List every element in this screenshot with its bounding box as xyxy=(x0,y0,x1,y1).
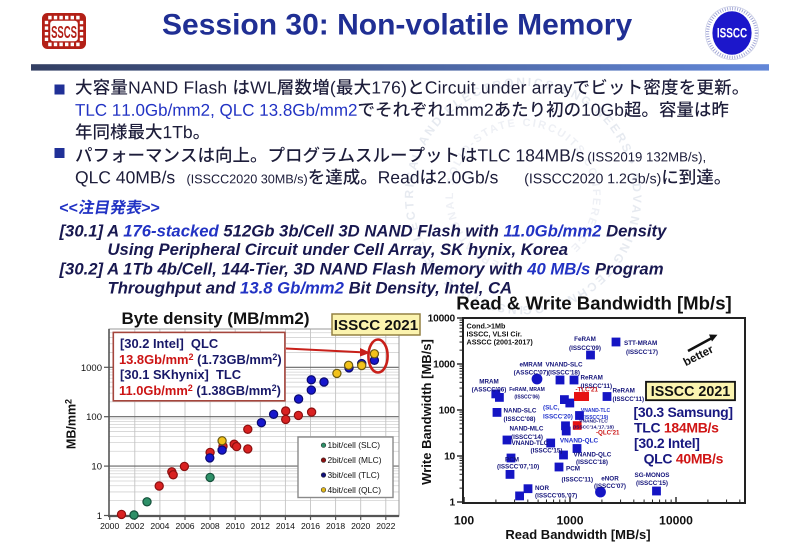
svg-text:(ISSCC'08): (ISSCC'08) xyxy=(504,416,536,423)
svg-text:1000: 1000 xyxy=(433,360,455,371)
svg-text:FeRAM, MRAM: FeRAM, MRAM xyxy=(509,387,545,393)
svg-text:NAND-SLC: NAND-SLC xyxy=(504,408,537,415)
svg-text:VNAND-SLC: VNAND-SLC xyxy=(545,362,583,369)
svg-text:Byte density (MB/mm2): Byte density (MB/mm2) xyxy=(122,309,310,328)
svg-text:Using Peripheral Circuit under: Using Peripheral Circuit under Cell Arra… xyxy=(108,240,569,259)
svg-text:[30.2] A 1Tb 4b/Cell, 144-Tier: [30.2] A 1Tb 4b/Cell, 144-Tier, 3D NAND … xyxy=(59,259,664,278)
svg-text:QLC 40MB/s: QLC 40MB/s xyxy=(644,450,724,466)
svg-text:ISSCC, VLSI Cir.: ISSCC, VLSI Cir. xyxy=(467,330,523,339)
svg-text:1: 1 xyxy=(450,498,456,509)
svg-text:MB/mm2: MB/mm2 xyxy=(64,399,79,449)
svg-text:(ISSCC'06): (ISSCC'06) xyxy=(514,395,540,401)
svg-text:2002: 2002 xyxy=(125,521,144,531)
svg-text:[30.2 Intel]: [30.2 Intel] xyxy=(634,435,700,451)
svg-text:(ISSCC'18): (ISSCC'18) xyxy=(576,459,608,466)
svg-text:Write Bandwidth [MB/s]: Write Bandwidth [MB/s] xyxy=(419,339,434,485)
svg-text:SG-MONOS: SG-MONOS xyxy=(635,472,670,479)
svg-text:10: 10 xyxy=(444,452,455,463)
svg-text:2008: 2008 xyxy=(201,521,220,531)
svg-text:100: 100 xyxy=(454,514,475,528)
svg-text:(ISSCC'18): (ISSCC'18) xyxy=(548,370,580,377)
svg-text:ISSCC'20): ISSCC'20) xyxy=(543,414,573,421)
svg-text:(ISSCC'07,'10): (ISSCC'07,'10) xyxy=(497,464,539,471)
svg-text:ISSCC: ISSCC xyxy=(717,25,748,41)
svg-text:10000: 10000 xyxy=(428,314,456,325)
svg-text:(ISSCC'05,'07): (ISSCC'05,'07) xyxy=(535,493,577,500)
svg-text:(ISSCC'15): (ISSCC'15) xyxy=(531,448,563,455)
svg-text:2010: 2010 xyxy=(226,521,245,531)
svg-text:VNAND-TLC: VNAND-TLC xyxy=(512,440,549,447)
svg-text:NOR: NOR xyxy=(535,485,549,492)
svg-text:2004: 2004 xyxy=(150,521,169,531)
svg-text:[30.3 Samsung]: [30.3 Samsung] xyxy=(634,404,733,420)
svg-text:STT-MRAM: STT-MRAM xyxy=(624,340,657,347)
svg-text:4bit/cell (QLC): 4bit/cell (QLC) xyxy=(328,485,382,495)
svg-text:(ISSCC'11): (ISSCC'11) xyxy=(613,396,645,403)
svg-text:2020: 2020 xyxy=(351,521,370,531)
svg-text:2016: 2016 xyxy=(301,521,320,531)
svg-text:ISSCC 2021: ISSCC 2021 xyxy=(651,384,731,400)
svg-text:1000: 1000 xyxy=(81,363,102,374)
svg-text:FeRAM: FeRAM xyxy=(574,336,596,343)
svg-text:[30.1] A 176-stacked 512Gb 3b/: [30.1] A 176-stacked 512Gb 3b/Cell 3D NA… xyxy=(59,221,668,240)
svg-text:Read & Write Bandwidth [Mb/s]: Read & Write Bandwidth [Mb/s] xyxy=(456,293,731,314)
svg-text:100: 100 xyxy=(439,406,456,417)
svg-text:10000: 10000 xyxy=(659,514,693,528)
svg-text:100: 100 xyxy=(86,412,102,423)
svg-text:-QLC'21: -QLC'21 xyxy=(596,430,620,437)
svg-text:NAND-MLC: NAND-MLC xyxy=(510,426,544,433)
svg-text:10: 10 xyxy=(91,462,102,473)
svg-text:ReRAM: ReRAM xyxy=(581,375,603,382)
svg-text:VNAND-QLC: VNAND-QLC xyxy=(574,452,612,459)
svg-text:2000: 2000 xyxy=(100,521,119,531)
svg-text:MRAM: MRAM xyxy=(479,379,499,386)
svg-text:VNAND-QLC: VNAND-QLC xyxy=(560,438,599,445)
svg-text:(ISSCC'15): (ISSCC'15) xyxy=(636,480,668,487)
svg-text:eMRAM: eMRAM xyxy=(519,362,542,369)
svg-text:-TLC'21: -TLC'21 xyxy=(576,387,599,394)
svg-text:(ISSCC'09): (ISSCC'09) xyxy=(569,345,601,352)
svg-text:(ISSCC'07): (ISSCC'07) xyxy=(594,483,626,490)
svg-text:TLC 184MB/s: TLC 184MB/s xyxy=(634,419,719,435)
svg-text:ReRAM: ReRAM xyxy=(613,388,635,395)
svg-text:(ISSCC'14,'17,'18): (ISSCC'14,'17,'18) xyxy=(573,425,614,431)
svg-text:[30.1 SKhynix] TLC: [30.1 SKhynix] TLC xyxy=(120,367,241,382)
svg-text:(ISSCC'14): (ISSCC'14) xyxy=(511,434,543,441)
svg-text:(ISSCC'17): (ISSCC'17) xyxy=(626,349,658,356)
svg-text:2022: 2022 xyxy=(376,521,395,531)
svg-text:11.0Gb/mm2 (1.38GB/mm2): 11.0Gb/mm2 (1.38GB/mm2) xyxy=(119,383,281,398)
svg-text:SSCS: SSCS xyxy=(51,23,77,43)
svg-text:Read Bandwidth [MB/s]: Read Bandwidth [MB/s] xyxy=(505,527,650,542)
svg-text:(ISSCC'19): (ISSCC'19) xyxy=(583,415,609,421)
svg-text:(ASSCC'07): (ASSCC'07) xyxy=(514,370,549,377)
svg-text:Cond.>1Mb: Cond.>1Mb xyxy=(467,322,507,331)
svg-text:Throughput and 13.8 Gb/mm2 Bit: Throughput and 13.8 Gb/mm2 Bit Density, … xyxy=(108,279,513,298)
svg-text:3bit/cell (TLC): 3bit/cell (TLC) xyxy=(328,470,380,480)
svg-text:ISSCC 2021: ISSCC 2021 xyxy=(334,317,419,334)
svg-text:2bit/cell (MLC): 2bit/cell (MLC) xyxy=(328,455,382,465)
svg-text:[30.2 Intel] QLC: [30.2 Intel] QLC xyxy=(120,336,218,351)
svg-text:1bit/cell (SLC): 1bit/cell (SLC) xyxy=(328,440,381,450)
svg-text:(ASSCC'06): (ASSCC'06) xyxy=(472,387,507,394)
svg-text:1: 1 xyxy=(97,511,102,522)
svg-text:PCM: PCM xyxy=(505,457,519,464)
svg-text:(ISSCC'11): (ISSCC'11) xyxy=(562,477,594,484)
svg-text:(ISSCC'11): (ISSCC'11) xyxy=(581,383,613,390)
svg-text:2012: 2012 xyxy=(251,521,270,531)
svg-text:Session 30: Non-volatile Memor: Session 30: Non-volatile Memory xyxy=(162,9,632,42)
svg-text:VNAND-TLC: VNAND-TLC xyxy=(579,419,608,425)
svg-text:13.8Gb/mm2 (1.73GB/mm2): 13.8Gb/mm2 (1.73GB/mm2) xyxy=(119,352,282,367)
svg-text:eNOR: eNOR xyxy=(601,476,619,483)
svg-text:(SLC,: (SLC, xyxy=(543,405,560,412)
svg-text:2014: 2014 xyxy=(276,521,295,531)
svg-text:2018: 2018 xyxy=(326,521,345,531)
svg-text:ASSCC (2001-2017): ASSCC (2001-2017) xyxy=(467,338,534,347)
svg-text:VNAND-TLC: VNAND-TLC xyxy=(581,408,611,414)
svg-text:1000: 1000 xyxy=(556,514,583,528)
svg-text:2006: 2006 xyxy=(175,521,194,531)
svg-text:PCM: PCM xyxy=(566,466,580,473)
